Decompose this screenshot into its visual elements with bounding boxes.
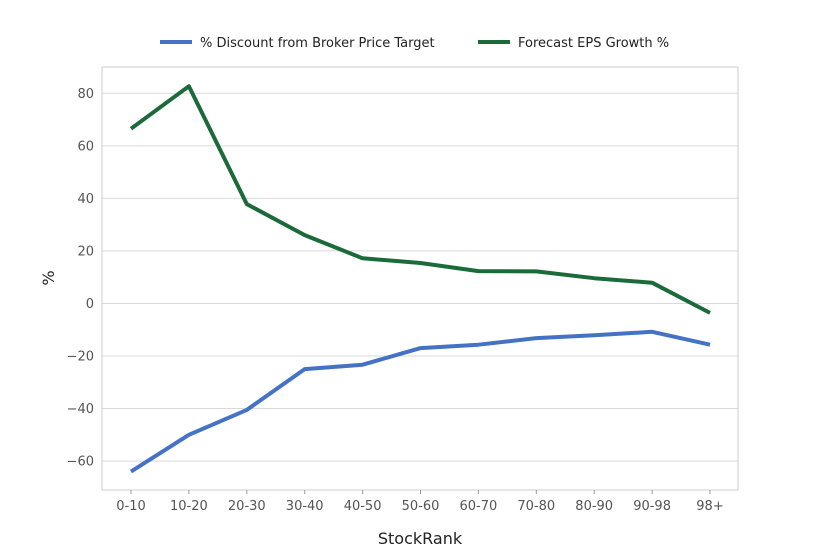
legend-label-eps-growth: Forecast EPS Growth % xyxy=(518,36,669,51)
series-line-discount xyxy=(129,329,711,474)
x-axis-title: StockRank xyxy=(378,529,463,548)
x-tick-label: 80-90 xyxy=(575,499,613,514)
y-tick-label: −20 xyxy=(67,350,94,365)
x-tick-label: 20-30 xyxy=(228,499,266,514)
legend: % Discount from Broker Price Target Fore… xyxy=(160,36,669,51)
y-tick-label: 60 xyxy=(77,139,94,154)
y-tick-label: 20 xyxy=(77,244,94,259)
legend-label-discount: % Discount from Broker Price Target xyxy=(200,36,435,51)
x-tick-label: 10-20 xyxy=(170,499,208,514)
x-tick-label: 90-98 xyxy=(633,499,671,514)
y-tick-label: −60 xyxy=(67,455,94,470)
x-tick-label: 98+ xyxy=(696,499,723,514)
x-tick-label: 50-60 xyxy=(402,499,440,514)
series-lines xyxy=(129,84,711,474)
x-tick-label: 0-10 xyxy=(116,499,146,514)
x-axis-ticks: 0-10 10-20 20-30 30-40 40-50 50-60 60-70 70-80 8… xyxy=(116,490,724,514)
x-tick-label: 60-70 xyxy=(460,499,498,514)
y-tick-label: 40 xyxy=(77,192,94,207)
y-tick-label: 80 xyxy=(77,87,94,102)
y-axis-title: % xyxy=(39,270,58,285)
series-line-eps-growth xyxy=(129,84,711,315)
gridlines xyxy=(102,92,738,462)
plot-frame xyxy=(101,66,739,491)
y-axis-ticks: −60 −40 −20 0 20 40 60 80 xyxy=(67,87,94,470)
x-tick-label: 70-80 xyxy=(517,499,555,514)
y-tick-label: 0 xyxy=(86,297,94,312)
y-tick-label: −40 xyxy=(67,402,94,417)
x-tick-label: 30-40 xyxy=(286,499,324,514)
x-tick-label: 40-50 xyxy=(344,499,382,514)
